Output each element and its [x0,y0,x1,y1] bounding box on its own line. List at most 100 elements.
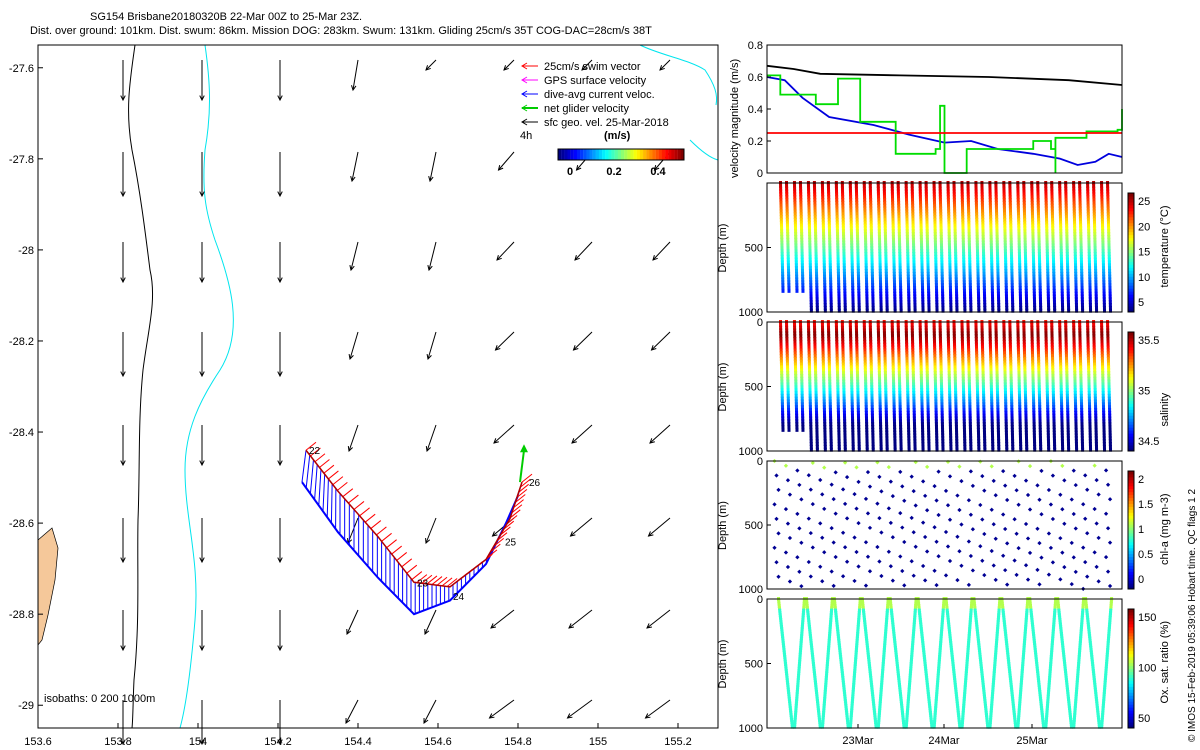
section-point [823,303,827,308]
section-point [1106,183,1110,188]
section-point [909,474,914,479]
section-point [800,257,804,262]
section-point [996,277,1000,282]
legend-colorbar-cell [561,149,565,160]
section-point [828,379,832,384]
section-point [996,286,1000,291]
section-colorbar-cell [1128,394,1134,398]
section-point [1106,200,1110,205]
section-point [814,229,818,234]
swim-vector [386,539,397,549]
section-point [823,419,827,424]
section-point [1107,396,1111,401]
section-point [787,271,791,276]
section-point [1107,373,1111,378]
section-point [1038,419,1042,424]
section-point [1094,271,1098,276]
section-point [855,348,859,353]
section-point [919,345,923,350]
section-point [1086,200,1090,205]
section-point [1101,243,1105,248]
section-point [794,266,798,271]
section-point [850,257,854,262]
section-point [920,399,924,404]
section-point [1045,254,1049,259]
section-point [864,268,868,273]
section-point [1107,388,1111,393]
section-point [814,385,818,390]
section-point [1100,217,1104,222]
section-point [982,274,986,279]
section-point [939,342,943,347]
section-point [1072,203,1076,208]
section-point [843,277,847,282]
section-point [808,379,812,384]
section-point [815,427,819,432]
section-point [967,356,971,361]
section-point [997,447,1001,452]
section-point [878,393,882,398]
section-point [813,339,817,344]
section-point [920,407,924,412]
section-point [800,254,804,259]
section-point [1102,297,1106,302]
section-point [878,390,882,395]
section-point [954,254,958,259]
section-point [976,277,980,282]
section-point [962,277,966,282]
section-point [822,379,826,384]
section-point [865,280,869,285]
section-point [912,379,916,384]
section-point [969,442,973,447]
section-point [856,268,860,273]
section-point [933,362,937,367]
section-point [927,300,931,305]
section-point [898,390,902,395]
section-point [829,300,833,305]
section-point [883,334,887,339]
section-point [926,271,930,276]
section-point [920,410,924,415]
section-point [975,220,979,225]
section-point [966,342,970,347]
section-point [786,237,790,242]
section-point [841,215,845,220]
section-point [1060,436,1064,441]
section-point [1058,322,1062,327]
section-point [904,195,908,200]
section-point [1044,331,1048,336]
section-point [939,223,943,228]
section-colorbar-cell [1128,309,1134,313]
section-point [1004,260,1008,265]
section-point [969,294,973,299]
section-colorbar-cell [1128,332,1134,336]
section-point [960,186,964,191]
section-point [925,356,929,361]
section-point [969,439,973,444]
section-point [1032,271,1036,276]
section-colorbar-cell [1128,243,1134,248]
section-point [1003,368,1007,373]
section-point [982,251,986,256]
section-point [918,186,922,191]
section-point [865,470,871,475]
section-point [800,246,804,251]
section-point [1087,254,1091,259]
section-point [863,362,867,367]
section-point [835,354,839,359]
section-point [827,368,831,373]
section-point [1009,376,1013,381]
section-point [983,442,987,447]
section-point [1032,263,1036,268]
section-point [1051,359,1055,364]
section-point [1030,351,1034,356]
section-point [883,356,887,361]
section-point [807,198,811,203]
section-point [878,410,882,415]
section-point [1005,305,1009,310]
section-point [1052,300,1056,305]
section-point [870,413,874,418]
section-point [1092,183,1096,188]
section-point [808,390,812,395]
section-point [864,234,868,239]
